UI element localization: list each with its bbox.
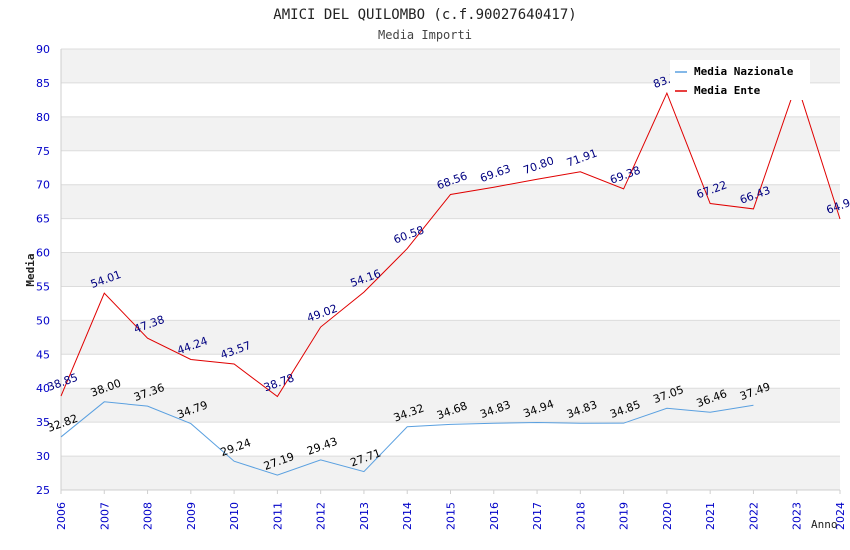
x-tick-label-2018: 2018 (574, 502, 587, 530)
y-tick-label: 50 (36, 314, 50, 327)
y-tick-label: 80 (36, 111, 50, 124)
x-tick-label-2007: 2007 (98, 502, 111, 530)
y-tick-label: 65 (36, 213, 50, 226)
legend-box (670, 60, 810, 100)
series-line-media-ente (60, 81, 841, 398)
x-tick-label-2009: 2009 (185, 502, 198, 530)
x-tick-label-2013: 2013 (358, 502, 371, 530)
x-tick-labels: 2006 2007 2008 2009 2010 2011 2012 2013 2014 2015… (55, 502, 847, 530)
y-tick-label: 45 (36, 348, 50, 361)
grid-band (61, 184, 840, 219)
x-tick-label-2021: 2021 (704, 502, 717, 530)
y-tick-label: 60 (36, 247, 50, 260)
y-tick-label: 25 (36, 484, 50, 497)
y-tick-label: 35 (36, 416, 50, 429)
data-label-media-ente: 69.38 (608, 164, 642, 187)
legend-label-media-nazionale: Media Nazionale (694, 65, 794, 78)
chart-title: AMICI DEL QUILOMBO (c.f.90027640417) (273, 7, 576, 23)
y-tick-label: 30 (36, 450, 50, 463)
x-tick-label-2011: 2011 (271, 502, 284, 530)
y-tick-labels: 25 30 35 40 45 50 55 60 65 70 75 80 85 90 (36, 43, 50, 497)
x-tick-label-2024: 2024 (834, 502, 847, 530)
x-tick-label-2010: 2010 (228, 502, 241, 530)
data-label-media-ente: 70.80 (522, 154, 556, 177)
x-tick-label-2023: 2023 (791, 502, 804, 530)
chart-subtitle: Media Importi (378, 28, 472, 42)
x-tick-label-2022: 2022 (747, 502, 760, 530)
data-label-media-ente: 60.58 (392, 223, 426, 246)
x-tick-label-2016: 2016 (488, 502, 501, 530)
x-tick-label-2017: 2017 (531, 502, 544, 530)
x-tick-label-2014: 2014 (401, 502, 414, 530)
x-tick-label-2015: 2015 (445, 502, 458, 530)
x-tick-label-2012: 2012 (315, 502, 328, 530)
grid-band (61, 388, 840, 423)
x-tick-label-2008: 2008 (142, 502, 155, 530)
series-line-media-nazionale (60, 401, 754, 476)
grid-band (61, 116, 840, 151)
x-tick-label-2020: 2020 (661, 502, 674, 530)
grid-band (61, 456, 840, 490)
y-tick-label: 40 (36, 382, 50, 395)
x-axis-title: Anno (811, 518, 838, 531)
y-axis-title: Media (24, 253, 37, 286)
grid-bands (61, 49, 840, 490)
data-label-media-ente: 69.63 (478, 162, 512, 185)
series-lines (60, 81, 841, 476)
y-tick-label: 75 (36, 145, 50, 158)
legend-label-media-ente: Media Ente (694, 84, 761, 97)
legend: Media Nazionale Media Ente (670, 60, 810, 100)
grid-band (61, 252, 840, 287)
data-label-media-nazionale: 29.43 (305, 435, 339, 458)
y-tick-label: 70 (36, 179, 50, 192)
y-tick-label: 85 (36, 77, 50, 90)
y-tick-label: 90 (36, 43, 50, 56)
x-tick-label-2006: 2006 (55, 502, 68, 530)
x-tick-label-2019: 2019 (618, 502, 631, 530)
y-tick-label: 55 (36, 280, 50, 293)
axes (60, 49, 841, 494)
grid-band (61, 320, 840, 355)
